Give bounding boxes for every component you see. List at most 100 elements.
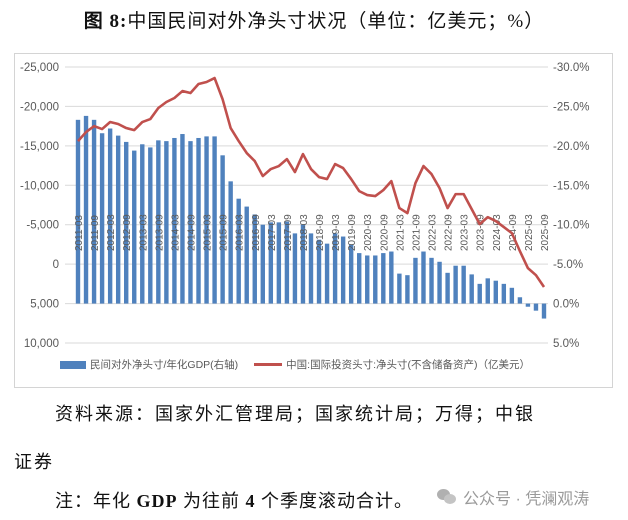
bar-2017-12 bbox=[292, 233, 298, 304]
x-axis-tick: 2014-09 bbox=[186, 214, 197, 251]
bar-2021-12 bbox=[421, 251, 426, 304]
legend-line-label: 中国:国际投资头寸:净头寸(不含储备资产)（亿美元） bbox=[286, 359, 530, 371]
bar-2017-06 bbox=[276, 222, 282, 304]
x-axis-tick: 2025-03 bbox=[524, 214, 535, 251]
bar-2019-06 bbox=[340, 236, 346, 304]
x-axis-tick: 2019-09 bbox=[347, 214, 358, 251]
bar-2014-09 bbox=[188, 141, 193, 304]
bar-2019-03 bbox=[332, 233, 338, 304]
bar-2023-06 bbox=[469, 274, 474, 304]
x-axis-tick: 2018-09 bbox=[315, 214, 326, 251]
chart-legend: 民间对外净头寸/年化GDP(右轴) 中国:国际投资头寸:净头寸(不含储备资产)（… bbox=[60, 357, 530, 372]
source-text-continued: 证券 bbox=[14, 452, 54, 472]
bar-2018-03 bbox=[300, 224, 306, 304]
bar-2013-09 bbox=[156, 140, 161, 304]
chart-area: -25,000 -30.0% -20,000 -25.0% -15,000 -20.0% -… bbox=[14, 53, 613, 388]
left-axis-tick: -10,000 bbox=[20, 180, 59, 192]
watermark: 公众号 · 凭澜观涛 bbox=[437, 485, 589, 509]
bar-2013-12 bbox=[164, 141, 169, 304]
x-axis-tick: 2023-03 bbox=[460, 214, 471, 251]
bar-2019-12 bbox=[357, 253, 362, 304]
x-axis-tick: 2018-03 bbox=[299, 214, 310, 251]
watermark-text: 公众号 · 凭澜观涛 bbox=[463, 491, 590, 508]
x-axis-tick: 2021-09 bbox=[411, 214, 422, 251]
bar-2020-03 bbox=[365, 255, 370, 304]
left-axis-tick: -20,000 bbox=[20, 101, 59, 113]
bar-2024-12 bbox=[517, 297, 523, 304]
left-axis-tick: -25,000 bbox=[20, 62, 59, 74]
right-axis-tick: -15.0% bbox=[553, 180, 589, 192]
left-axis-tick: 0 bbox=[53, 259, 59, 271]
bar-2016-06 bbox=[244, 206, 249, 304]
right-axis-tick: -10.0% bbox=[553, 220, 589, 232]
bar-2023-09 bbox=[477, 283, 482, 304]
right-axis-tick: -25.0% bbox=[553, 101, 589, 113]
note-gdp: GDP bbox=[136, 491, 178, 511]
bar-2012-03 bbox=[107, 128, 113, 304]
x-axis-tick: 2011-03 bbox=[74, 215, 85, 251]
bar-2022-06 bbox=[437, 261, 442, 304]
bar-2022-03 bbox=[429, 257, 434, 304]
bar-2011-09 bbox=[91, 119, 97, 304]
bar-2022-12 bbox=[453, 265, 458, 304]
bar-2025-06 bbox=[533, 303, 539, 311]
bar-2012-12 bbox=[132, 150, 137, 304]
bar-2017-09 bbox=[284, 221, 290, 304]
x-axis-tick: 2025-09 bbox=[540, 214, 551, 251]
right-axis-tick: 0.0% bbox=[553, 299, 579, 311]
right-axis-tick: -30.0% bbox=[553, 62, 589, 74]
bar-2015-03 bbox=[204, 136, 209, 304]
bar-2021-09 bbox=[413, 257, 418, 304]
right-axis-tick: -5.0% bbox=[553, 259, 583, 271]
bar-2011-12 bbox=[99, 133, 105, 304]
left-axis-tick: 5,000 bbox=[30, 299, 59, 311]
bar-2020-12 bbox=[389, 251, 394, 304]
x-axis-tick: 2019-03 bbox=[331, 214, 342, 251]
bar-2017-03 bbox=[268, 222, 274, 304]
bar-2018-09 bbox=[316, 239, 322, 304]
x-axis-tick: 2017-09 bbox=[283, 214, 294, 251]
x-axis-tick: 2022-03 bbox=[428, 214, 439, 251]
bar-2023-03 bbox=[461, 265, 466, 304]
bar-2012-09 bbox=[124, 141, 129, 304]
bar-2025-09 bbox=[541, 303, 547, 319]
right-axis-tick: 5.0% bbox=[553, 338, 579, 350]
bar-2013-03 bbox=[140, 144, 145, 304]
bar-2024-03 bbox=[493, 280, 498, 304]
bar-2024-06 bbox=[501, 283, 507, 304]
bar-2014-03 bbox=[172, 137, 177, 304]
legend-bar-swatch-icon bbox=[60, 360, 86, 369]
note-number: 4 bbox=[245, 491, 256, 511]
bar-2020-09 bbox=[381, 253, 386, 304]
left-axis-tick: 10,000 bbox=[24, 338, 59, 350]
x-axis-tick: 2016-09 bbox=[251, 214, 262, 251]
x-axis-tick: 2014-03 bbox=[170, 214, 181, 251]
bar-2012-06 bbox=[115, 135, 121, 304]
bar-2016-09 bbox=[252, 214, 257, 304]
bar-2024-09 bbox=[509, 287, 515, 304]
bar-2022-09 bbox=[445, 272, 450, 304]
bar-2025-03 bbox=[525, 303, 531, 307]
x-axis-tick: 2024-09 bbox=[508, 214, 519, 251]
bar-2019-09 bbox=[348, 244, 354, 304]
x-axis-tick: 2022-09 bbox=[444, 214, 455, 251]
left-axis-tick: -15,000 bbox=[20, 141, 59, 153]
bar-2013-06 bbox=[148, 147, 153, 304]
bar-2014-12 bbox=[196, 137, 201, 304]
bar-2011-06 bbox=[83, 115, 89, 304]
bar-2018-06 bbox=[308, 233, 314, 304]
bar-2021-03 bbox=[397, 273, 402, 304]
left-axis-tick: -5,000 bbox=[26, 220, 59, 232]
x-axis-tick: 2015-09 bbox=[219, 214, 230, 251]
combo-chart: -25,000 -30.0% -20,000 -25.0% -15,000 -20.0% -… bbox=[20, 62, 589, 350]
bar-2011-03 bbox=[75, 119, 81, 304]
bar-2021-06 bbox=[405, 275, 410, 304]
x-axis-tick: 2011-09 bbox=[90, 215, 101, 251]
bar-2020-06 bbox=[373, 255, 378, 304]
x-axis-tick: 2020-03 bbox=[363, 214, 374, 251]
x-axis-tick: 2013-09 bbox=[154, 214, 165, 251]
legend-line-swatch-icon bbox=[254, 363, 283, 366]
legend-bar-label: 民间对外净头寸/年化GDP(右轴) bbox=[90, 359, 239, 371]
bar-2015-12 bbox=[228, 181, 233, 304]
note-mid: 为往前 bbox=[177, 491, 246, 511]
